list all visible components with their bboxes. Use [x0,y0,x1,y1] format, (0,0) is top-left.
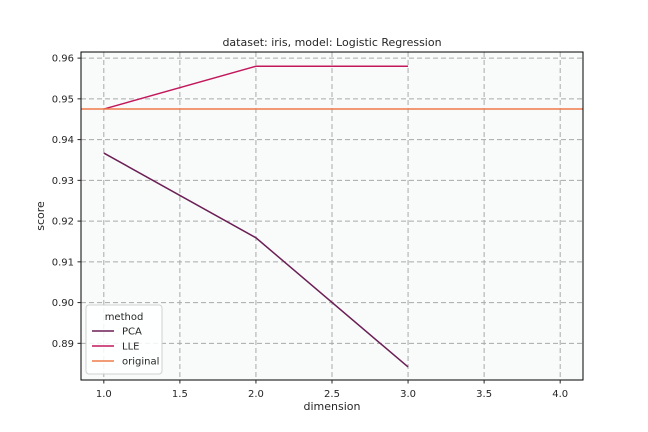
y-tick-label: 0.90 [52,298,74,309]
y-tick-label: 0.91 [52,257,74,268]
series-line-pca [103,152,409,368]
y-tick-label: 0.89 [52,339,74,350]
y-ticks: 0.89 0.90 0.91 0.92 0.93 0.94 0.95 0.96 [52,54,81,350]
legend-label-pca: PCA [122,327,142,338]
y-tick-label: 0.92 [52,217,74,228]
y-tick-label: 0.94 [52,135,74,146]
x-tick-label: 3.5 [476,389,492,400]
y-axis-label: score [34,201,47,231]
legend-box [85,304,163,375]
legend-title: method [105,312,144,323]
chart-title: dataset: iris, model: Logistic Regressio… [222,36,441,49]
legend-label-lle: LLE [122,342,139,353]
series-line-lle [103,65,409,110]
legend-items: PCA LLE original [92,327,159,368]
x-ticks: 1.0 1.5 2.0 2.5 3.0 3.5 4.0 [96,380,568,400]
x-tick-label: 1.5 [172,389,188,400]
x-tick-label: 4.0 [552,389,568,400]
x-axis-label: dimension [304,400,361,413]
x-tick-label: 2.5 [324,389,340,400]
grid [81,52,583,380]
x-tick-label: 2.0 [248,389,264,400]
legend-label-original: original [122,357,159,368]
y-tick-label: 0.93 [52,176,74,187]
x-tick-label: 1.0 [96,389,112,400]
y-tick-label: 0.96 [52,54,74,65]
series-lines [81,65,583,368]
y-tick-label: 0.95 [52,94,74,105]
x-tick-label: 3.0 [400,389,416,400]
legend: method PCA LLE original [85,304,163,375]
